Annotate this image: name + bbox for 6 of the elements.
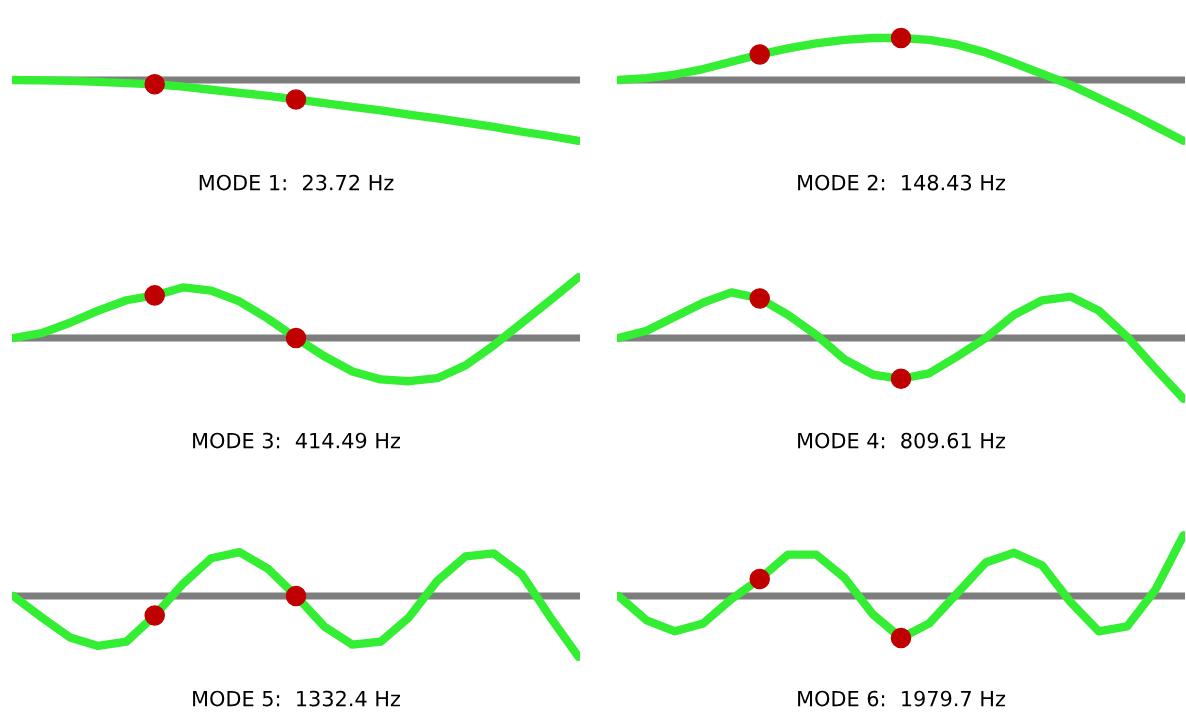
x-axis-title: MODE 5: 1332.4 Hz (193, 690, 401, 707)
x-axis-title: MODE 6: 1979.7 Hz (798, 690, 1006, 707)
x-axis-title: MODE 4: 809.61 Hz (798, 432, 1006, 449)
x-axis-title: MODE 3: 414.49 Hz (193, 432, 401, 449)
x-axis-title: MODE 1: 23.72 Hz (199, 174, 394, 191)
x-axis-title: MODE 2: 148.43 Hz (798, 174, 1006, 191)
